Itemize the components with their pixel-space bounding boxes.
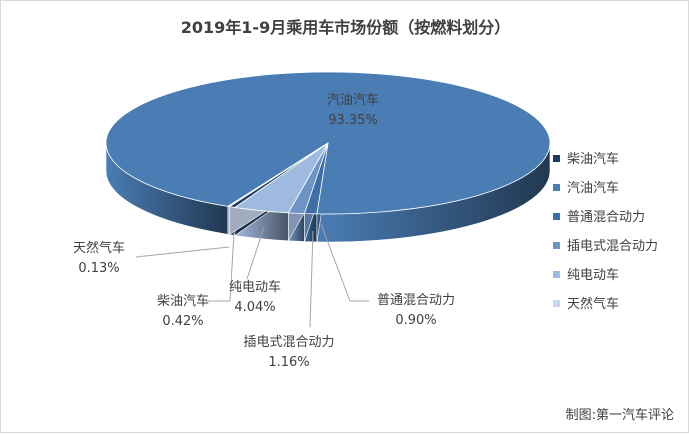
data-label-value-3: 1.16% xyxy=(268,355,309,370)
data-label-category-1: 汽油汽车 xyxy=(327,92,379,108)
legend-label-2: 普通混合动力 xyxy=(567,210,645,225)
leader-line-4 xyxy=(246,226,265,280)
data-label-value-0: 0.42% xyxy=(162,314,203,329)
credit-note: 制图:第一汽车评论 xyxy=(565,408,674,423)
data-label-category-5: 天然气车 xyxy=(73,240,125,256)
data-label-value-2: 0.90% xyxy=(395,313,436,328)
data-label-category-0: 柴油汽车 xyxy=(157,293,209,309)
data-label-category-2: 普通混合动力 xyxy=(377,293,455,308)
leader-line-0 xyxy=(206,232,235,302)
leader-lines xyxy=(135,223,369,328)
legend-label-5: 天然气车 xyxy=(567,296,619,312)
data-label-value-4: 4.04% xyxy=(234,300,275,315)
chart-title: 2019年1-9月乘用车市场份额（按燃料划分） xyxy=(180,18,511,37)
legend-swatch-2 xyxy=(553,213,560,220)
data-label-value-5: 0.13% xyxy=(78,261,119,276)
data-labels: 柴油汽车 0.42% 汽油汽车 93.35% 普通混合动力 0.90% 插电式混合动力 1.1… xyxy=(73,92,455,370)
data-label-value-1: 93.35% xyxy=(328,113,378,128)
legend-label-0: 柴油汽车 xyxy=(567,151,619,167)
leader-line-3 xyxy=(309,230,314,328)
data-label-category-3: 插电式混合动力 xyxy=(243,335,334,350)
legend-label-1: 汽油汽车 xyxy=(567,180,619,196)
leader-line-5 xyxy=(135,246,230,258)
slice-5 xyxy=(226,142,329,208)
data-label-category-4: 纯电动车 xyxy=(229,279,281,295)
legend-label-3: 插电式混合动力 xyxy=(567,239,658,254)
pie-slices xyxy=(105,71,551,243)
legend-swatch-5 xyxy=(553,300,560,307)
legend-label-4: 纯电动车 xyxy=(567,267,619,283)
legend-swatch-1 xyxy=(553,184,560,191)
leader-line-2 xyxy=(320,223,369,302)
legend-swatch-3 xyxy=(553,242,560,249)
legend-swatch-4 xyxy=(553,271,560,278)
legend-swatch-0 xyxy=(553,155,560,162)
